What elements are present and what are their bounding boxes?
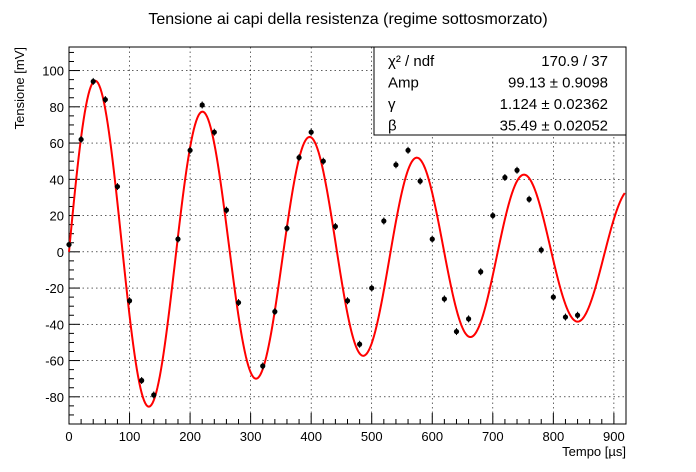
data-point: [308, 129, 314, 135]
data-point: [187, 147, 193, 153]
y-tick-label: 100: [42, 64, 64, 79]
data-point: [211, 129, 217, 135]
data-point: [574, 312, 581, 318]
data-point: [429, 236, 435, 242]
stats-box: χ² / ndf 170.9 / 37 Amp 99.13 ± 0.9098 γ 1.12…: [373, 46, 627, 136]
data-point: [78, 136, 84, 143]
y-tick-label: 80: [50, 100, 64, 115]
data-point: [369, 285, 375, 291]
stats-value: 99.13 ± 0.9098: [508, 75, 608, 92]
stats-label: χ² / ndf: [388, 53, 435, 70]
stats-label: γ: [388, 96, 396, 113]
x-tick-label: 700: [482, 429, 504, 444]
y-tick-label: 40: [50, 172, 64, 187]
fit-curve-group: [68, 79, 626, 408]
data-point: [478, 269, 484, 275]
stats-value: 170.9 / 37: [541, 53, 608, 70]
stats-label: β: [388, 118, 397, 135]
data-point: [562, 314, 569, 320]
data-point: [114, 183, 121, 190]
data-point: [151, 392, 157, 398]
x-tick-label: 100: [119, 429, 141, 444]
axis-ticks: 0 100 200 300 400 500 600 700 800 900-80-60-40-20…: [42, 51, 627, 444]
x-tick-label: 400: [300, 429, 322, 444]
data-point: [223, 207, 230, 213]
x-tick-label: 300: [240, 429, 262, 444]
x-tick-label: 800: [542, 429, 564, 444]
stats-value: 1.124 ± 0.02362: [500, 96, 608, 113]
y-tick-label: 0: [57, 245, 64, 260]
data-point: [199, 102, 205, 108]
data-point: [332, 223, 338, 230]
data-point: [490, 212, 496, 219]
data-point: [90, 78, 96, 85]
data-point: [502, 174, 508, 181]
chart-title: Tensione ai capi della resistenza (regim…: [148, 11, 547, 28]
fit-curve: [68, 79, 626, 408]
stats-box-frame: [373, 46, 627, 136]
y-tick-label: 20: [50, 209, 64, 224]
y-tick-label: 60: [50, 136, 64, 151]
data-point: [441, 296, 447, 302]
y-tick-label: -20: [45, 281, 64, 296]
data-point: [405, 147, 411, 153]
data-point: [514, 167, 520, 173]
x-tick-label: 200: [179, 429, 201, 444]
data-point: [357, 341, 363, 347]
data-point: [260, 363, 266, 369]
data-point: [284, 225, 290, 231]
stats-value: 35.49 ± 0.02052: [500, 118, 608, 135]
data-point: [465, 316, 472, 322]
data-point: [66, 241, 72, 248]
data-point: [417, 178, 423, 184]
x-tick-label: 500: [361, 429, 383, 444]
y-tick-label: -80: [45, 390, 64, 405]
data-points: [66, 77, 581, 399]
data-point: [126, 298, 133, 304]
stats-label: Amp: [388, 75, 419, 92]
x-tick-label: 0: [65, 429, 72, 444]
data-point: [381, 218, 387, 224]
y-tick-label: -40: [45, 317, 64, 332]
data-point: [526, 196, 532, 202]
data-point: [538, 247, 544, 253]
data-point: [393, 162, 399, 168]
data-point: [139, 377, 145, 384]
y-tick-label: -60: [45, 354, 64, 369]
data-point: [320, 158, 326, 164]
data-point: [344, 298, 351, 304]
data-point: [175, 236, 181, 242]
data-point: [550, 294, 556, 300]
data-point: [296, 154, 302, 161]
data-point: [453, 328, 460, 335]
y-axis-title: Tensione [mV]: [12, 47, 27, 129]
x-axis-title: Tempo [µs]: [562, 444, 626, 459]
x-tick-label: 900: [603, 429, 625, 444]
data-point: [102, 96, 108, 103]
data-point: [272, 309, 278, 315]
x-tick-label: 600: [421, 429, 443, 444]
data-point: [235, 299, 242, 306]
